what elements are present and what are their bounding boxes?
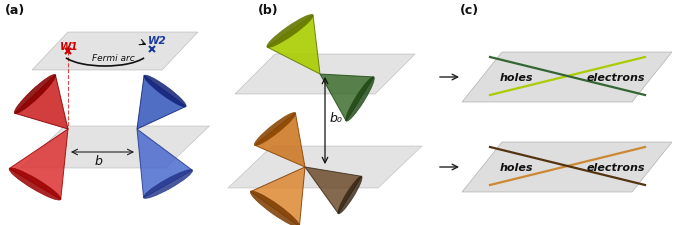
Polygon shape (251, 167, 305, 225)
Polygon shape (320, 75, 374, 122)
Polygon shape (235, 55, 415, 94)
Polygon shape (267, 16, 320, 75)
Text: electrons: electrons (587, 73, 645, 83)
Text: holes: holes (500, 162, 534, 172)
Polygon shape (32, 33, 198, 71)
Text: W1: W1 (60, 42, 79, 52)
Text: Fermi arc: Fermi arc (92, 54, 135, 63)
Text: (c): (c) (460, 4, 479, 17)
Ellipse shape (346, 77, 374, 122)
Polygon shape (137, 76, 186, 129)
Polygon shape (462, 53, 672, 103)
Ellipse shape (338, 176, 362, 214)
Polygon shape (228, 146, 422, 188)
Text: W2: W2 (148, 36, 166, 46)
Polygon shape (137, 129, 192, 198)
Ellipse shape (267, 16, 313, 48)
Text: b₀: b₀ (330, 112, 343, 124)
Ellipse shape (251, 191, 299, 225)
Text: (b): (b) (258, 4, 279, 17)
Ellipse shape (14, 75, 55, 114)
Text: (a): (a) (5, 4, 25, 17)
Text: electrons: electrons (587, 162, 645, 172)
Polygon shape (14, 75, 68, 129)
Ellipse shape (144, 76, 186, 107)
Ellipse shape (9, 168, 61, 200)
Polygon shape (10, 129, 68, 200)
Polygon shape (462, 142, 672, 192)
Text: holes: holes (500, 73, 534, 83)
Ellipse shape (143, 170, 192, 198)
Polygon shape (305, 167, 362, 214)
Polygon shape (255, 113, 305, 167)
Ellipse shape (254, 113, 296, 146)
Text: b: b (95, 154, 103, 167)
Polygon shape (21, 126, 210, 168)
